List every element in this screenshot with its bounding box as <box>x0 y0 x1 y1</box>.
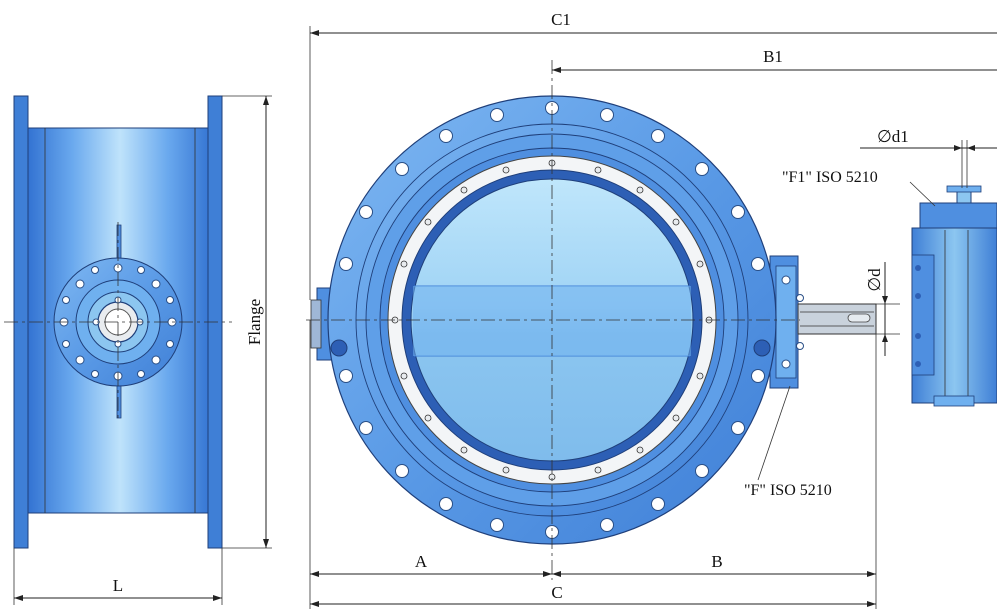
f-standard-label: "F" ISO 5210 <box>744 482 832 499</box>
front-view <box>306 60 877 580</box>
d-dimension: ∅d <box>865 262 900 356</box>
a-label: A <box>415 552 428 571</box>
flange-label: Flange <box>245 299 264 345</box>
f-callout: "F" ISO 5210 <box>744 385 832 499</box>
b1-dimension: B1 <box>552 47 997 73</box>
c1-label: C1 <box>551 10 571 29</box>
flange-bolt-holes <box>330 101 771 539</box>
b-label: B <box>711 552 722 571</box>
b1-label: B1 <box>763 47 783 66</box>
l-dimension: L <box>13 548 223 605</box>
c1-dimension: C1 <box>309 10 997 300</box>
side-view <box>4 95 232 549</box>
a-b-dimension: A B <box>309 320 877 609</box>
f1-standard-label: "F1" ISO 5210 <box>782 169 878 186</box>
d1-label: ∅d1 <box>877 127 909 146</box>
flange-dimension: Flange <box>222 95 272 549</box>
actuator-view <box>911 185 997 407</box>
actuator-top-flange <box>919 202 997 230</box>
f1-callout: "F1" ISO 5210 <box>782 169 936 207</box>
c-dimension: C <box>310 583 876 607</box>
d-label: ∅d <box>865 268 884 292</box>
c-label: C <box>551 583 562 602</box>
d1-dimension: ∅d1 <box>860 127 997 188</box>
valve-shaft <box>797 303 877 335</box>
l-label: L <box>113 576 123 595</box>
